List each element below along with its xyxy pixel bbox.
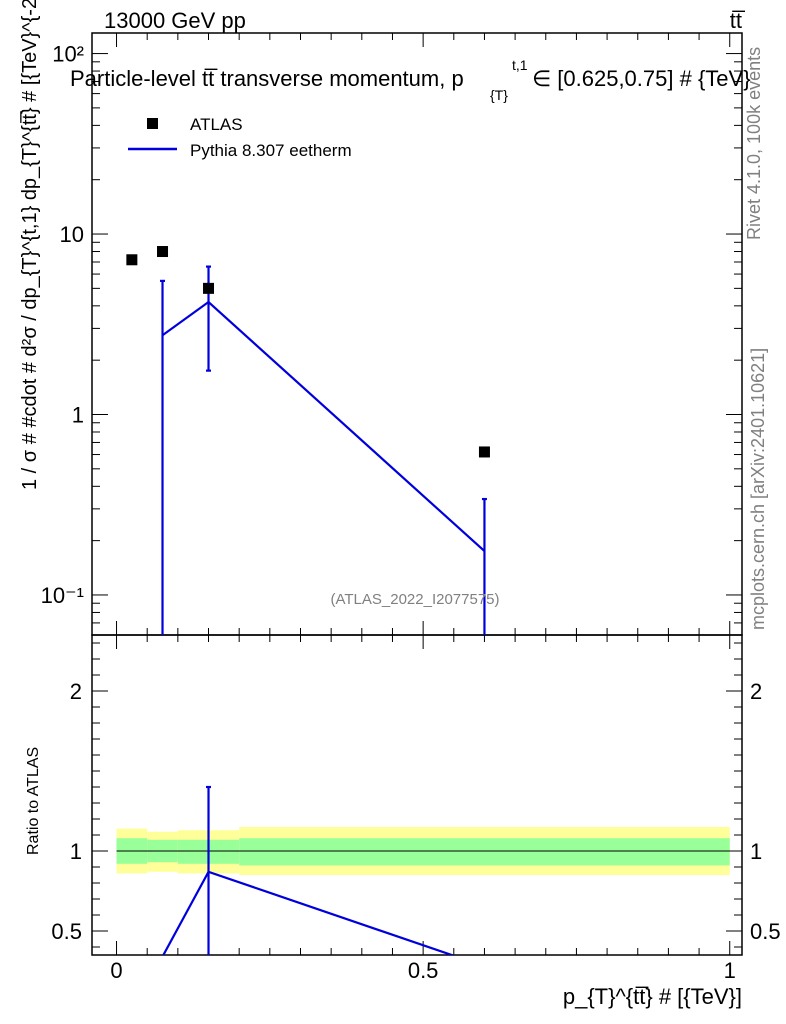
- legend: ATLAS Pythia 8.307 eetherm: [128, 115, 352, 160]
- atlas-data-point: [478, 446, 490, 458]
- plot-title: Particle-level tt̅ transverse momentum, …: [70, 57, 751, 103]
- x-tick-label: 1: [724, 958, 736, 983]
- main-y-tick-label: 10⁻¹: [41, 583, 84, 608]
- legend-marker-atlas: [147, 118, 158, 129]
- ratio-mc-series: [162, 785, 456, 955]
- process-label: tt̅: [730, 8, 746, 33]
- title-main: Particle-level tt̅ transverse momentum, …: [70, 66, 464, 91]
- inner-band-bin: [239, 838, 730, 866]
- main-data-series: [126, 246, 490, 458]
- atlas-data-point: [126, 254, 138, 266]
- ratio-panel-frame: [91, 634, 743, 956]
- x-axis-label: p_{T}^{tt̅} # [{TeV}]: [563, 984, 742, 1009]
- ratio-y-tick-label: 0.5: [51, 919, 82, 944]
- title-subscript: {T}: [490, 87, 508, 103]
- main-mc-series: [160, 265, 487, 635]
- ratio-y-tick-label-right: 1: [750, 839, 762, 864]
- title-superscript: t,1: [512, 57, 528, 73]
- x-tick-label: 0.5: [408, 958, 439, 983]
- rivet-label: Rivet 4.1.0, 100k events: [744, 47, 764, 240]
- x-tick-label: 0: [110, 958, 122, 983]
- title-range: ∈ [0.625,0.75] # {TeV}: [532, 66, 751, 91]
- atlas-data-point: [157, 246, 169, 258]
- ratio-y-tick-label: 2: [70, 679, 82, 704]
- legend-label-pythia: Pythia 8.307 eetherm: [190, 141, 352, 160]
- pythia-line: [161, 300, 486, 552]
- legend-label-atlas: ATLAS: [190, 115, 243, 134]
- pythia-ratio-line: [162, 870, 456, 955]
- atlas-data-point: [203, 282, 215, 294]
- axes: 0 0.5 1 10⁻¹ 1 10 10² 0.5 0.5 1 1 2 2: [41, 33, 781, 983]
- energy-label: 13000 GeV pp: [104, 8, 246, 33]
- ratio-y-tick-label-right: 2: [750, 679, 762, 704]
- analysis-id-label: (ATLAS_2022_I2077575): [330, 591, 499, 608]
- main-y-tick-label: 10: [60, 222, 84, 247]
- mcplots-label: mcplots.cern.ch [arXiv:2401.10621]: [748, 348, 768, 630]
- ratio-y-tick-label: 1: [70, 839, 82, 864]
- ratio-y-axis-label: Ratio to ATLAS: [25, 747, 42, 855]
- main-y-tick-label: 1: [72, 402, 84, 427]
- main-y-axis-label: 1 / σ # #cdot # d²σ / dp_{T}^{t,1} dp_{T…: [19, 0, 41, 490]
- main-y-tick-label: 10²: [52, 42, 84, 67]
- ratio-uncertainty-bands: [116, 827, 742, 875]
- ratio-y-tick-label-right: 0.5: [750, 919, 781, 944]
